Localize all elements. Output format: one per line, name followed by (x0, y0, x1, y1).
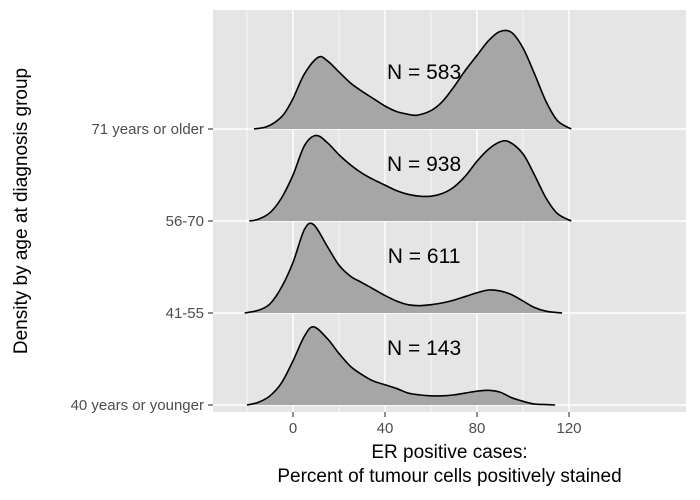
y-tick-label: 41-55 (166, 305, 204, 322)
ridge-outline-0 (246, 325, 556, 406)
y-axis-title: Density by age at diagnosis group (11, 68, 32, 354)
x-axis-title-line2: Percent of tumour cells positively stain… (277, 466, 621, 487)
ridge-annotation-0: N = 143 (387, 337, 461, 360)
ridge-fill-3 (253, 30, 572, 129)
x-axis-title-line1: ER positive cases: (371, 442, 527, 463)
ridge-annotation-2: N = 938 (387, 153, 461, 176)
x-tick-label: 80 (469, 420, 486, 437)
x-tick-label: 0 (289, 420, 297, 437)
ridge-fill-0 (247, 326, 556, 405)
y-axis: 40 years or younger 41-55 56-70 71 years or… (71, 121, 213, 414)
x-tick-label: 40 (377, 420, 394, 437)
x-tick-label: 120 (556, 420, 581, 437)
ridge-outline-2 (249, 134, 572, 222)
ridge-outline-1 (244, 222, 563, 314)
ridge-fill-2 (249, 135, 572, 221)
annotations: N = 143 N = 611 N = 938 N = 583 (387, 61, 461, 360)
y-tick-label: 56-70 (166, 213, 204, 230)
ridge-annotation-3: N = 583 (387, 61, 461, 84)
x-axis: 0 40 80 120 (289, 412, 582, 437)
y-tick-label: 40 years or younger (71, 397, 204, 414)
y-tick-label: 71 years or older (91, 121, 204, 138)
ridges (244, 29, 572, 406)
ridge-fill-1 (244, 223, 563, 313)
ridge-outline-3 (253, 29, 572, 130)
ridge-annotation-1: N = 611 (388, 245, 461, 268)
